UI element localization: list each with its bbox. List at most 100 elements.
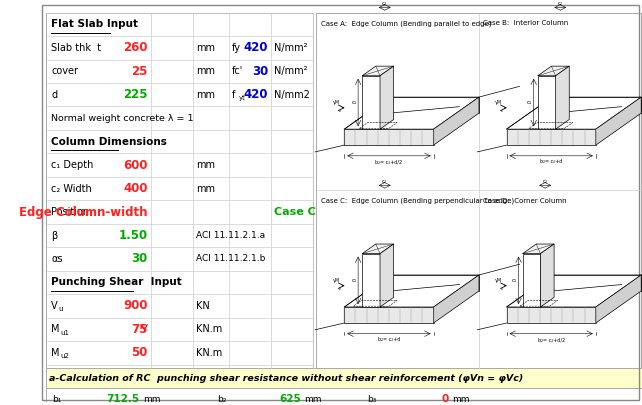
Text: c₁: c₁ xyxy=(351,278,356,283)
Polygon shape xyxy=(507,129,596,145)
Text: mm: mm xyxy=(196,160,214,170)
Text: b₂= c₂+d: b₂= c₂+d xyxy=(540,159,562,164)
Text: KN.m: KN.m xyxy=(196,324,222,335)
FancyBboxPatch shape xyxy=(46,369,642,388)
Polygon shape xyxy=(541,244,554,307)
Text: u: u xyxy=(59,306,64,312)
FancyBboxPatch shape xyxy=(46,13,313,369)
Text: mm: mm xyxy=(304,395,322,404)
Text: Punching Shear  Input: Punching Shear Input xyxy=(51,277,182,288)
Polygon shape xyxy=(344,307,433,323)
Text: γM: γM xyxy=(333,100,340,105)
Polygon shape xyxy=(538,76,555,129)
Text: Case C:  Edge Column (Bending perpendicular to edge): Case C: Edge Column (Bending perpendicul… xyxy=(321,198,514,205)
Polygon shape xyxy=(433,275,479,323)
FancyBboxPatch shape xyxy=(317,13,641,369)
Polygon shape xyxy=(596,97,641,145)
Text: mm: mm xyxy=(196,43,214,53)
Text: Position: Position xyxy=(51,207,89,217)
Text: 30: 30 xyxy=(131,252,148,266)
Text: mm: mm xyxy=(143,395,160,404)
Polygon shape xyxy=(362,66,394,76)
Text: γM: γM xyxy=(495,100,502,105)
Text: fc': fc' xyxy=(232,66,243,76)
Text: 260: 260 xyxy=(123,41,148,54)
Text: d: d xyxy=(51,90,57,100)
Text: c₂: c₂ xyxy=(382,179,387,183)
Text: M: M xyxy=(51,324,60,335)
Text: c: c xyxy=(339,109,342,113)
Text: mm: mm xyxy=(196,183,214,194)
Text: 400: 400 xyxy=(123,182,148,195)
Text: u1: u1 xyxy=(60,330,69,336)
Text: V: V xyxy=(51,301,58,311)
Text: Case A:  Edge Column (Bending parallel to edge): Case A: Edge Column (Bending parallel to… xyxy=(321,20,492,27)
Polygon shape xyxy=(380,244,394,307)
Text: 625: 625 xyxy=(279,394,301,404)
Text: ACI 11.11.2.1.a: ACI 11.11.2.1.a xyxy=(196,231,265,240)
Polygon shape xyxy=(507,307,596,323)
Text: N/mm²: N/mm² xyxy=(274,43,308,53)
Text: b₂= c₂+d/2: b₂= c₂+d/2 xyxy=(376,159,403,164)
Text: fy: fy xyxy=(232,43,241,53)
Polygon shape xyxy=(523,244,554,254)
Text: 50: 50 xyxy=(131,346,148,359)
Text: 75: 75 xyxy=(131,323,148,336)
Text: 30: 30 xyxy=(252,65,268,78)
Text: cover: cover xyxy=(51,66,78,76)
Text: γM: γM xyxy=(495,278,502,283)
Text: 712.5: 712.5 xyxy=(107,394,140,404)
Text: f: f xyxy=(232,90,236,100)
Text: 25: 25 xyxy=(131,65,148,78)
Text: mm: mm xyxy=(196,66,214,76)
Polygon shape xyxy=(362,244,394,254)
Polygon shape xyxy=(507,97,641,129)
Text: Case D:  Corner Column: Case D: Corner Column xyxy=(483,198,567,204)
Text: αs: αs xyxy=(51,254,62,264)
Text: Flat Slab Input: Flat Slab Input xyxy=(51,19,138,29)
Polygon shape xyxy=(344,129,433,145)
Text: N/mm²: N/mm² xyxy=(274,66,308,76)
Text: 420: 420 xyxy=(243,88,268,101)
Text: KN: KN xyxy=(196,301,209,311)
Text: u2: u2 xyxy=(60,353,69,359)
Text: 1.50: 1.50 xyxy=(118,229,148,242)
Text: c₁: c₁ xyxy=(351,100,356,105)
Text: ACI 11.11.2.1.b: ACI 11.11.2.1.b xyxy=(196,254,265,264)
Text: 600: 600 xyxy=(123,159,148,172)
Text: c₁ Depth: c₁ Depth xyxy=(51,160,93,170)
Text: β: β xyxy=(51,230,57,241)
Text: c₂: c₂ xyxy=(558,1,563,6)
Text: b₂= c₂+d/2: b₂= c₂+d/2 xyxy=(537,337,565,342)
Text: mm: mm xyxy=(452,395,469,404)
Polygon shape xyxy=(555,66,569,129)
Text: γM: γM xyxy=(333,278,340,283)
Text: M: M xyxy=(51,348,60,358)
Polygon shape xyxy=(344,275,479,307)
Text: 0: 0 xyxy=(442,394,449,404)
Text: a-Calculation of RC  punching shear resistance without shear reinforcement (φVn : a-Calculation of RC punching shear resis… xyxy=(49,374,523,383)
Text: c: c xyxy=(501,109,503,113)
Text: b₂= c₂+d: b₂= c₂+d xyxy=(377,337,400,342)
Text: Case C: Case C xyxy=(274,207,316,217)
Text: 420: 420 xyxy=(243,41,268,54)
Polygon shape xyxy=(523,254,541,307)
Text: c₁: c₁ xyxy=(512,278,517,283)
Polygon shape xyxy=(433,97,479,145)
Polygon shape xyxy=(344,97,479,129)
Text: c: c xyxy=(501,287,503,291)
Text: Column Dimensions: Column Dimensions xyxy=(51,136,167,147)
Text: 225: 225 xyxy=(123,88,148,101)
Text: c₂: c₂ xyxy=(382,1,387,6)
Text: KN.m: KN.m xyxy=(196,348,222,358)
Polygon shape xyxy=(380,66,394,129)
Text: c₂: c₂ xyxy=(542,179,548,183)
Text: c: c xyxy=(339,287,342,291)
Text: b₁: b₁ xyxy=(52,395,62,404)
Text: Case B:  Interior Column: Case B: Interior Column xyxy=(483,20,569,26)
Text: Slab thk  t: Slab thk t xyxy=(51,43,101,53)
Text: b₃: b₃ xyxy=(368,395,377,404)
Text: mm: mm xyxy=(196,90,214,100)
FancyBboxPatch shape xyxy=(46,388,642,405)
Text: c₂ Width: c₂ Width xyxy=(51,183,92,194)
